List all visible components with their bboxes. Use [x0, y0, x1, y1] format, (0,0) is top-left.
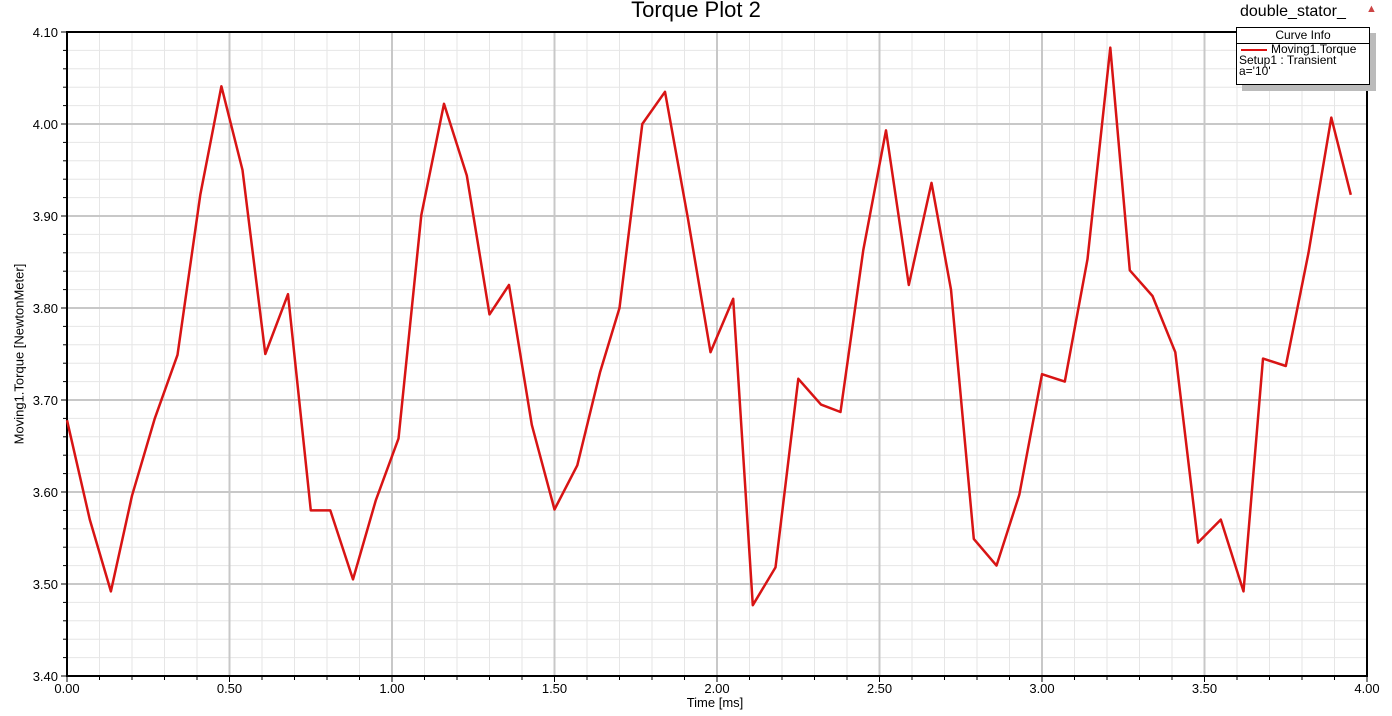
chart-title: Torque Plot 2 [631, 0, 761, 22]
x-tick-label: 0.50 [217, 681, 242, 696]
legend-param: a='10' [1239, 64, 1271, 78]
y-tick-label: 3.50 [33, 577, 58, 592]
curve-info-legend[interactable]: Curve Info Moving1.Torque Setup1 : Trans… [1236, 27, 1370, 85]
x-tick-label: 0.00 [54, 681, 79, 696]
legend-swatch [1241, 48, 1267, 51]
legend-title: Curve Info [1237, 28, 1369, 44]
y-axis-label: Moving1.Torque [NewtonMeter] [11, 263, 27, 445]
y-tick-label: 3.90 [33, 209, 58, 224]
x-tick-label: 1.50 [542, 681, 567, 696]
legend-setup: Setup1 : Transient [1239, 53, 1337, 67]
x-tick-label: 1.00 [379, 681, 404, 696]
y-tick-label: 3.40 [33, 669, 58, 684]
legend-entry[interactable]: Moving1.Torque [1237, 42, 1369, 56]
project-name: double_stator_ [1240, 3, 1346, 20]
y-tick-label: 3.70 [33, 393, 58, 408]
x-tick-label: 2.00 [704, 681, 729, 696]
y-tick-label: 3.60 [33, 485, 58, 500]
x-axis-label: Time [ms] [686, 695, 744, 710]
plot-frame [66, 31, 1368, 677]
y-tick-label: 3.80 [33, 301, 58, 316]
warning-icon[interactable]: ▲ [1366, 3, 1377, 15]
x-tick-label: 2.50 [867, 681, 892, 696]
legend-entry-label: Moving1.Torque [1271, 42, 1357, 56]
y-tick-label: 4.00 [33, 117, 58, 132]
x-tick-label: 4.00 [1354, 681, 1379, 696]
x-tick-label: 3.00 [1029, 681, 1054, 696]
y-tick-label: 4.10 [33, 25, 58, 40]
x-tick-label: 3.50 [1192, 681, 1217, 696]
